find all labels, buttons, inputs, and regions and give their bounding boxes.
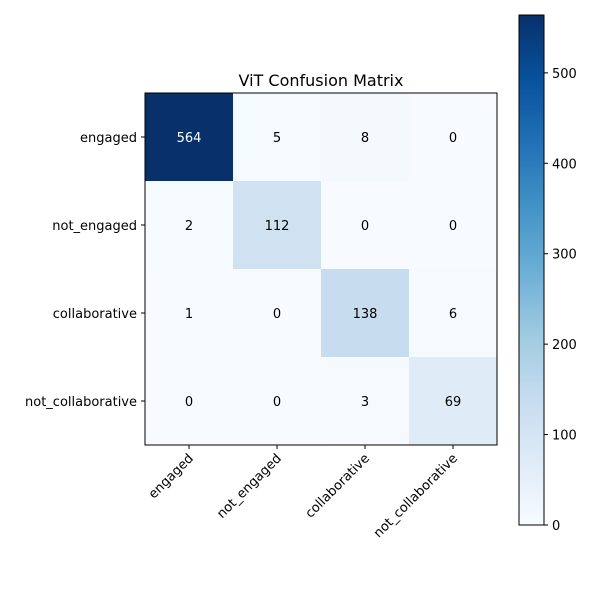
cell-value-label: 0: [449, 131, 457, 146]
heatmap-cell: [321, 357, 410, 446]
cell-value-label: 3: [361, 395, 369, 410]
colorbar-axis: 0 100 200 300 400 500: [544, 67, 577, 534]
cell-value-label: 0: [449, 219, 457, 234]
heatmap-cell: [145, 357, 234, 446]
heatmap-cell: [321, 93, 410, 182]
x-tick-label: engaged: [146, 451, 197, 502]
heatmap-cell: [233, 181, 322, 270]
heatmap-cell: [409, 181, 498, 270]
y-axis: engaged not_engaged collaborative not_colla…: [25, 131, 145, 410]
heatmap-cell: [145, 181, 234, 270]
heatmap-cell: [409, 269, 498, 358]
cell-value-label: 0: [185, 395, 193, 410]
y-tick-label: engaged: [80, 131, 137, 146]
heatmap-cell: [321, 181, 410, 270]
heatmap-cell: [233, 93, 322, 182]
cell-value-label: 564: [177, 131, 202, 146]
cell-value-label: 8: [361, 131, 369, 146]
y-tick-label: not_engaged: [52, 219, 137, 234]
y-tick-label: collaborative: [53, 307, 137, 322]
x-tick-label: collaborative: [303, 451, 373, 521]
heatmap-cell: [233, 357, 322, 446]
x-tick-label: not_engaged: [214, 451, 285, 522]
colorbar-tick-label: 0: [552, 519, 560, 534]
cell-value-label: 0: [273, 307, 281, 322]
cell-value-label: 6: [449, 307, 457, 322]
colorbar-tick-label: 400: [552, 157, 577, 172]
cell-value-label: 0: [273, 395, 281, 410]
heatmap-cells: [145, 93, 498, 446]
cell-value-label: 69: [445, 395, 462, 410]
heatmap-cell: [145, 93, 234, 182]
heatmap-cell: [409, 357, 498, 446]
heatmap-cell: [321, 269, 410, 358]
x-tick-label: not_collaborative: [371, 451, 461, 541]
heatmap-cell: [145, 269, 234, 358]
cell-value-label: 5: [273, 131, 281, 146]
y-tick-label: not_collaborative: [25, 395, 137, 410]
cell-value-label: 1: [185, 307, 193, 322]
colorbar: [518, 14, 545, 526]
colorbar-tick-label: 200: [552, 338, 577, 353]
colorbar-tick-label: 300: [552, 248, 577, 263]
colorbar-tick-label: 100: [552, 429, 577, 444]
chart-title: ViT Confusion Matrix: [239, 71, 404, 90]
x-axis: engaged not_engaged collaborativenot_colla…: [146, 445, 461, 541]
colorbar-tick-label: 500: [552, 67, 577, 82]
cell-value-label: 138: [353, 307, 378, 322]
cell-value-label: 2: [185, 219, 193, 234]
plot-frame: [144, 92, 498, 446]
heatmap-cell: [409, 93, 498, 182]
heatmap-cell-labels: 564 5 8 0 2 112 0 0 1 0 138 6 0 0 3 69: [177, 131, 462, 410]
cell-value-label: 112: [265, 219, 290, 234]
cell-value-label: 0: [361, 219, 369, 234]
heatmap-cell: [233, 269, 322, 358]
